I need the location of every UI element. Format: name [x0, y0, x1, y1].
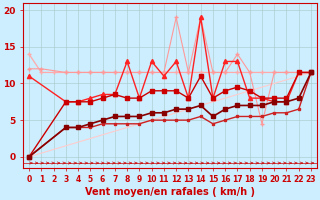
- X-axis label: Vent moyen/en rafales ( km/h ): Vent moyen/en rafales ( km/h ): [85, 187, 255, 197]
